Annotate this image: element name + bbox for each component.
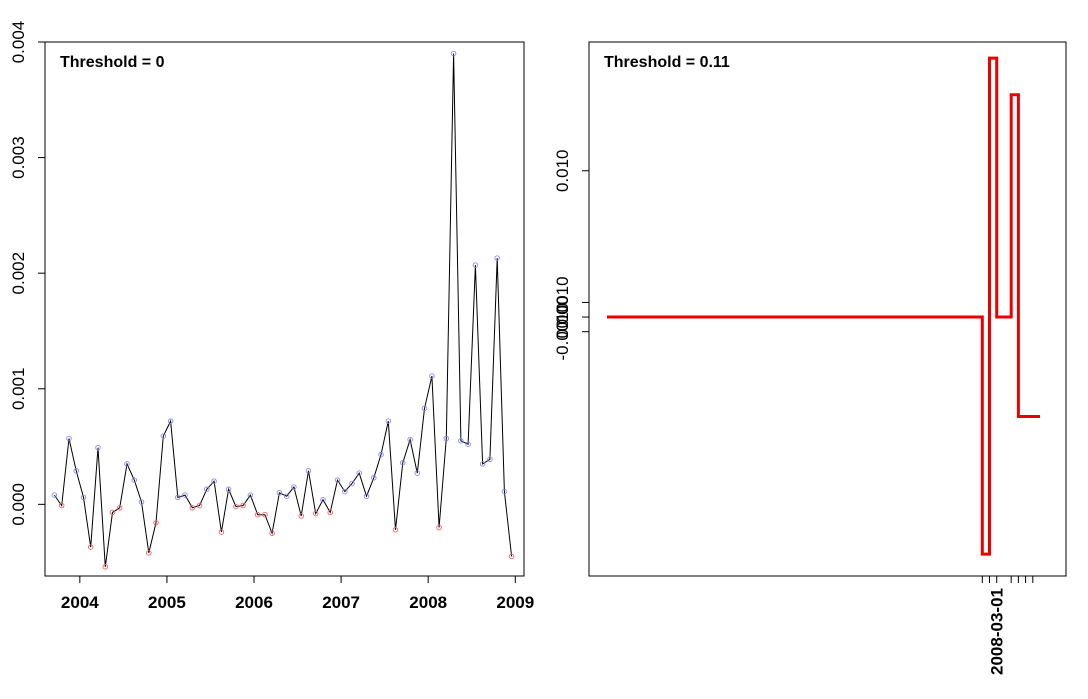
data-point	[291, 484, 297, 490]
x-axis: 2004 2005 2006 2007 2008 2009	[61, 576, 534, 612]
data-point	[182, 492, 188, 498]
data-point	[312, 510, 319, 517]
data-point	[436, 524, 442, 531]
data-point	[218, 529, 225, 535]
data-point	[450, 50, 457, 57]
chart-panel-threshold-0: Threshold = 0 0.0000.0010.0020.0030.004 …	[9, 21, 534, 612]
y-tick-label: 0.000	[9, 483, 28, 526]
y-tick-label: 0.001	[9, 367, 28, 410]
data-point	[80, 494, 87, 501]
data-point	[116, 505, 123, 511]
data-point	[378, 451, 384, 458]
x-tick-label: 2006	[235, 593, 273, 612]
data-point	[204, 486, 210, 493]
data-point	[334, 477, 341, 483]
data-point	[298, 513, 304, 519]
data-point	[51, 492, 58, 498]
x-axis: 2008-03-01	[981, 576, 1034, 675]
data-point	[421, 405, 428, 412]
plot-frame	[44, 41, 525, 577]
data-point	[458, 438, 464, 444]
data-point	[385, 418, 392, 424]
y-tick-label: 0.004	[9, 21, 28, 64]
data-point	[240, 502, 246, 509]
data-point	[175, 494, 181, 501]
data-point	[153, 520, 159, 526]
data-point	[487, 456, 493, 463]
data-point	[146, 550, 152, 556]
data-point	[160, 433, 167, 439]
data-point	[276, 490, 283, 496]
data-point	[254, 511, 261, 518]
y-tick-label: 0.002	[9, 252, 28, 295]
series-line	[51, 50, 515, 570]
data-point	[508, 553, 515, 560]
data-point	[196, 502, 203, 509]
data-point	[363, 493, 370, 499]
data-point	[167, 418, 174, 424]
data-point	[501, 488, 508, 495]
data-point	[124, 461, 130, 467]
data-point	[400, 459, 406, 466]
data-point	[211, 478, 217, 484]
y-tick-label: 0.003	[9, 136, 28, 179]
series-step-path	[607, 56, 1040, 556]
x-tick-label: 2005	[148, 593, 186, 612]
data-point	[225, 486, 232, 493]
data-point	[283, 493, 290, 499]
data-point	[327, 509, 333, 516]
data-point	[109, 509, 116, 516]
data-point	[58, 502, 65, 509]
data-point	[356, 470, 362, 476]
x-tick-label: 2008	[409, 593, 447, 612]
data-point	[95, 444, 101, 451]
data-point	[479, 461, 486, 467]
y-tick-label: 0.0010	[553, 276, 572, 328]
data-point	[269, 530, 275, 536]
data-point	[371, 475, 377, 481]
data-point	[138, 499, 145, 505]
chart-title: Threshold = 0	[60, 54, 165, 71]
x-tick-label: 2004	[61, 593, 99, 612]
x-tick-label: 2007	[322, 593, 360, 612]
data-point	[414, 470, 421, 476]
data-point	[465, 441, 471, 447]
data-point	[233, 503, 239, 510]
data-point	[429, 373, 435, 379]
y-tick-label: -0.0010	[553, 303, 572, 361]
data-point	[472, 262, 479, 268]
data-point	[392, 527, 399, 533]
y-tick-label: 0.000	[553, 296, 572, 339]
series-step-line	[607, 56, 1040, 556]
chart-title: Threshold = 0.11	[604, 54, 730, 71]
y-axis: 0.000 0.001 0.002 0.003 0.004	[9, 21, 45, 526]
data-point	[349, 480, 355, 487]
data-point	[494, 255, 500, 261]
plot-frame	[588, 41, 1067, 577]
data-point	[102, 564, 109, 570]
y-tick-label: 0.010	[553, 149, 572, 192]
series-line-path	[53, 53, 513, 567]
data-point	[73, 468, 79, 474]
data-point	[342, 488, 348, 495]
data-point	[66, 435, 72, 442]
data-point	[87, 544, 94, 550]
x-tick-label: 2008-03-01	[988, 588, 1007, 675]
data-point	[262, 511, 268, 518]
data-point	[443, 435, 450, 442]
x-tick-label: 2009	[496, 593, 534, 612]
data-point	[407, 436, 413, 443]
data-point	[247, 492, 254, 498]
data-point	[131, 477, 138, 483]
data-point	[305, 468, 312, 474]
data-point	[320, 496, 326, 503]
data-point	[189, 505, 196, 511]
